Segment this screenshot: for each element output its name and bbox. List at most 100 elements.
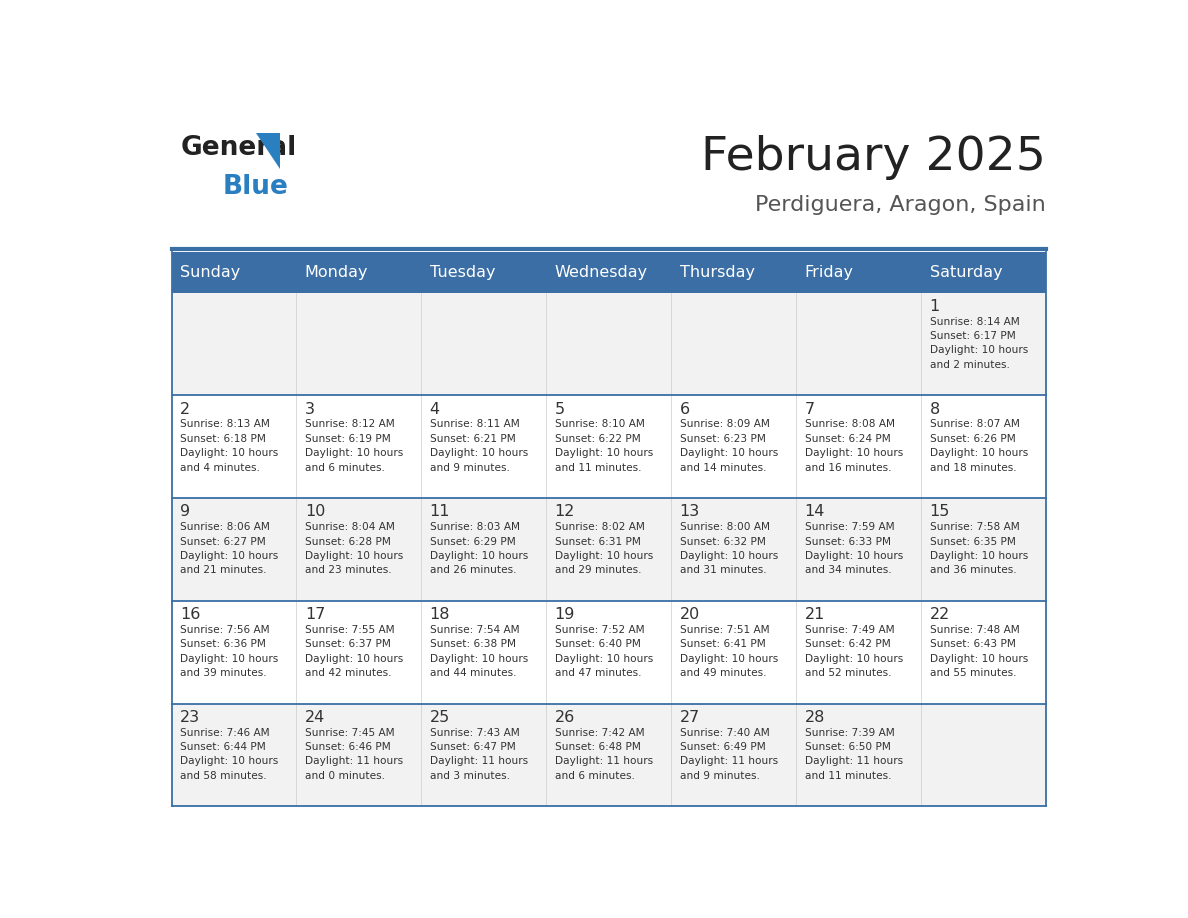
- Text: Wednesday: Wednesday: [555, 264, 647, 279]
- Text: 25: 25: [430, 710, 450, 725]
- Text: 2: 2: [179, 402, 190, 417]
- Text: 20: 20: [680, 607, 700, 622]
- Text: Friday: Friday: [804, 264, 853, 279]
- Text: Sunrise: 8:11 AM
Sunset: 6:21 PM
Daylight: 10 hours
and 9 minutes.: Sunrise: 8:11 AM Sunset: 6:21 PM Dayligh…: [430, 420, 527, 473]
- Text: Sunrise: 7:45 AM
Sunset: 6:46 PM
Daylight: 11 hours
and 0 minutes.: Sunrise: 7:45 AM Sunset: 6:46 PM Dayligh…: [305, 728, 403, 781]
- Bar: [171, 601, 297, 703]
- Text: 5: 5: [555, 402, 564, 417]
- Text: Sunrise: 8:10 AM
Sunset: 6:22 PM
Daylight: 10 hours
and 11 minutes.: Sunrise: 8:10 AM Sunset: 6:22 PM Dayligh…: [555, 420, 653, 473]
- Text: 7: 7: [804, 402, 815, 417]
- Text: 26: 26: [555, 710, 575, 725]
- Text: 28: 28: [804, 710, 824, 725]
- Text: Sunrise: 7:48 AM
Sunset: 6:43 PM
Daylight: 10 hours
and 55 minutes.: Sunrise: 7:48 AM Sunset: 6:43 PM Dayligh…: [929, 625, 1028, 678]
- Bar: [796, 601, 921, 703]
- Bar: [546, 703, 671, 806]
- Bar: [297, 293, 422, 396]
- Bar: [921, 601, 1047, 703]
- Bar: [297, 498, 422, 601]
- Bar: [422, 601, 546, 703]
- Text: Sunrise: 8:03 AM
Sunset: 6:29 PM
Daylight: 10 hours
and 26 minutes.: Sunrise: 8:03 AM Sunset: 6:29 PM Dayligh…: [430, 522, 527, 576]
- Text: Sunrise: 7:52 AM
Sunset: 6:40 PM
Daylight: 10 hours
and 47 minutes.: Sunrise: 7:52 AM Sunset: 6:40 PM Dayligh…: [555, 625, 653, 678]
- Text: 21: 21: [804, 607, 824, 622]
- Polygon shape: [257, 133, 280, 169]
- Bar: [671, 252, 796, 293]
- Text: Sunrise: 8:06 AM
Sunset: 6:27 PM
Daylight: 10 hours
and 21 minutes.: Sunrise: 8:06 AM Sunset: 6:27 PM Dayligh…: [179, 522, 278, 576]
- Text: 12: 12: [555, 505, 575, 520]
- Bar: [796, 703, 921, 806]
- Text: Saturday: Saturday: [929, 264, 1003, 279]
- Text: 15: 15: [929, 505, 950, 520]
- Bar: [297, 703, 422, 806]
- Text: Sunrise: 7:40 AM
Sunset: 6:49 PM
Daylight: 11 hours
and 9 minutes.: Sunrise: 7:40 AM Sunset: 6:49 PM Dayligh…: [680, 728, 778, 781]
- Bar: [796, 396, 921, 498]
- Bar: [297, 601, 422, 703]
- Text: 11: 11: [430, 505, 450, 520]
- Text: Sunrise: 7:54 AM
Sunset: 6:38 PM
Daylight: 10 hours
and 44 minutes.: Sunrise: 7:54 AM Sunset: 6:38 PM Dayligh…: [430, 625, 527, 678]
- Text: Sunrise: 7:55 AM
Sunset: 6:37 PM
Daylight: 10 hours
and 42 minutes.: Sunrise: 7:55 AM Sunset: 6:37 PM Dayligh…: [305, 625, 403, 678]
- Text: Sunrise: 8:00 AM
Sunset: 6:32 PM
Daylight: 10 hours
and 31 minutes.: Sunrise: 8:00 AM Sunset: 6:32 PM Dayligh…: [680, 522, 778, 576]
- Text: Sunrise: 8:04 AM
Sunset: 6:28 PM
Daylight: 10 hours
and 23 minutes.: Sunrise: 8:04 AM Sunset: 6:28 PM Dayligh…: [305, 522, 403, 576]
- Text: Sunrise: 7:58 AM
Sunset: 6:35 PM
Daylight: 10 hours
and 36 minutes.: Sunrise: 7:58 AM Sunset: 6:35 PM Dayligh…: [929, 522, 1028, 576]
- Text: Sunrise: 7:49 AM
Sunset: 6:42 PM
Daylight: 10 hours
and 52 minutes.: Sunrise: 7:49 AM Sunset: 6:42 PM Dayligh…: [804, 625, 903, 678]
- Bar: [546, 601, 671, 703]
- Bar: [546, 293, 671, 396]
- Bar: [671, 703, 796, 806]
- Bar: [671, 601, 796, 703]
- Text: Sunrise: 7:51 AM
Sunset: 6:41 PM
Daylight: 10 hours
and 49 minutes.: Sunrise: 7:51 AM Sunset: 6:41 PM Dayligh…: [680, 625, 778, 678]
- Bar: [171, 498, 297, 601]
- Text: Perdiguera, Aragon, Spain: Perdiguera, Aragon, Spain: [756, 195, 1047, 215]
- Bar: [546, 396, 671, 498]
- Bar: [921, 396, 1047, 498]
- Text: 18: 18: [430, 607, 450, 622]
- Text: General: General: [181, 135, 297, 161]
- Text: Sunrise: 7:42 AM
Sunset: 6:48 PM
Daylight: 11 hours
and 6 minutes.: Sunrise: 7:42 AM Sunset: 6:48 PM Dayligh…: [555, 728, 652, 781]
- Bar: [422, 396, 546, 498]
- Text: Sunrise: 8:08 AM
Sunset: 6:24 PM
Daylight: 10 hours
and 16 minutes.: Sunrise: 8:08 AM Sunset: 6:24 PM Dayligh…: [804, 420, 903, 473]
- Bar: [546, 498, 671, 601]
- Bar: [171, 293, 297, 396]
- Bar: [921, 252, 1047, 293]
- Bar: [671, 498, 796, 601]
- Bar: [921, 703, 1047, 806]
- Text: Blue: Blue: [222, 174, 287, 200]
- Text: 8: 8: [929, 402, 940, 417]
- Bar: [796, 498, 921, 601]
- Text: Sunrise: 7:46 AM
Sunset: 6:44 PM
Daylight: 10 hours
and 58 minutes.: Sunrise: 7:46 AM Sunset: 6:44 PM Dayligh…: [179, 728, 278, 781]
- Bar: [796, 252, 921, 293]
- Bar: [422, 252, 546, 293]
- Bar: [671, 396, 796, 498]
- Text: Sunday: Sunday: [179, 264, 240, 279]
- Text: Sunrise: 8:12 AM
Sunset: 6:19 PM
Daylight: 10 hours
and 6 minutes.: Sunrise: 8:12 AM Sunset: 6:19 PM Dayligh…: [305, 420, 403, 473]
- Text: 24: 24: [305, 710, 326, 725]
- Text: Sunrise: 8:13 AM
Sunset: 6:18 PM
Daylight: 10 hours
and 4 minutes.: Sunrise: 8:13 AM Sunset: 6:18 PM Dayligh…: [179, 420, 278, 473]
- Text: 6: 6: [680, 402, 690, 417]
- Bar: [921, 293, 1047, 396]
- Text: 3: 3: [305, 402, 315, 417]
- Text: 19: 19: [555, 607, 575, 622]
- Text: 17: 17: [305, 607, 326, 622]
- Text: Sunrise: 7:59 AM
Sunset: 6:33 PM
Daylight: 10 hours
and 34 minutes.: Sunrise: 7:59 AM Sunset: 6:33 PM Dayligh…: [804, 522, 903, 576]
- Text: Sunrise: 7:56 AM
Sunset: 6:36 PM
Daylight: 10 hours
and 39 minutes.: Sunrise: 7:56 AM Sunset: 6:36 PM Dayligh…: [179, 625, 278, 678]
- Text: 1: 1: [929, 299, 940, 314]
- Bar: [297, 252, 422, 293]
- Bar: [422, 293, 546, 396]
- Text: Sunrise: 7:43 AM
Sunset: 6:47 PM
Daylight: 11 hours
and 3 minutes.: Sunrise: 7:43 AM Sunset: 6:47 PM Dayligh…: [430, 728, 527, 781]
- Text: 10: 10: [305, 505, 326, 520]
- Text: Monday: Monday: [305, 264, 368, 279]
- Text: 23: 23: [179, 710, 200, 725]
- Bar: [796, 293, 921, 396]
- Bar: [171, 396, 297, 498]
- Text: Sunrise: 8:09 AM
Sunset: 6:23 PM
Daylight: 10 hours
and 14 minutes.: Sunrise: 8:09 AM Sunset: 6:23 PM Dayligh…: [680, 420, 778, 473]
- Text: 13: 13: [680, 505, 700, 520]
- Bar: [171, 252, 297, 293]
- Bar: [422, 498, 546, 601]
- Bar: [422, 703, 546, 806]
- Text: Tuesday: Tuesday: [430, 264, 495, 279]
- Text: 27: 27: [680, 710, 700, 725]
- Bar: [546, 252, 671, 293]
- Text: 9: 9: [179, 505, 190, 520]
- Bar: [297, 396, 422, 498]
- Bar: [921, 498, 1047, 601]
- Bar: [171, 703, 297, 806]
- Text: 14: 14: [804, 505, 824, 520]
